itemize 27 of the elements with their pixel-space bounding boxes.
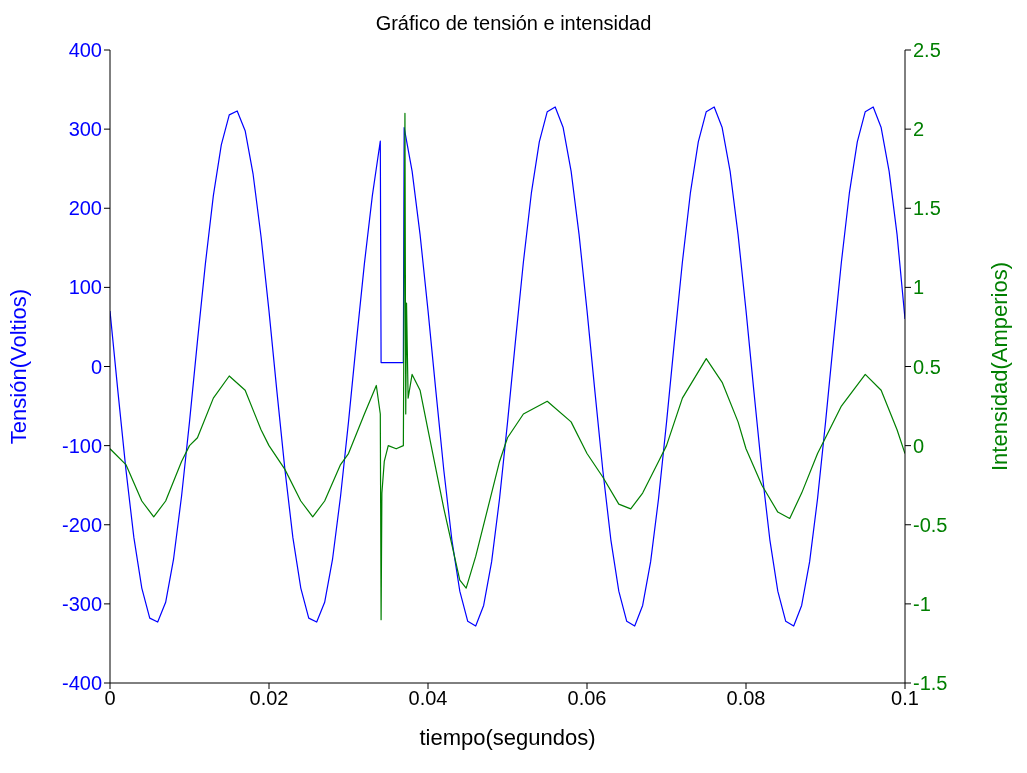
x-axis-title: tiempo(segundos) (419, 725, 596, 750)
y2-tick-label: -1 (913, 592, 931, 615)
x-tick-label: 0 (104, 687, 116, 710)
y-tick-label: -300 (61, 592, 102, 615)
y2-axis-title: Intensidad(Amperios) (986, 261, 1012, 472)
x-tick-label: 0.04 (408, 687, 448, 710)
y-tick-label: 100 (68, 276, 102, 299)
y-tick-label: 0 (90, 355, 102, 378)
y2-tick-label: 2 (913, 118, 925, 141)
y-tick-label: 200 (68, 197, 102, 220)
x-tick-label: 0.06 (567, 687, 607, 710)
chart-title: Gráfico de tensión e intensidad (374, 11, 653, 36)
y-tick-label: -100 (61, 434, 102, 457)
y-tick-label: -200 (61, 513, 102, 536)
y2-tick-label: 0.5 (913, 355, 941, 378)
y2-tick-label: 1.5 (913, 197, 941, 220)
y-tick-label: 400 (68, 39, 102, 62)
y2-tick-label: 0 (913, 434, 925, 457)
y-axis-title: Tensión(Voltios) (5, 288, 31, 445)
y2-tick-label: 2.5 (913, 39, 941, 62)
x-tick-label: 0.1 (891, 687, 919, 710)
x-tick-label: 0.02 (249, 687, 289, 710)
y-tick-label: 300 (68, 118, 102, 141)
x-tick-label: 0.08 (726, 687, 766, 710)
y-tick-label: -400 (61, 672, 102, 695)
y2-tick-label: 1 (913, 276, 925, 299)
y2-tick-label: -0.5 (913, 513, 948, 536)
